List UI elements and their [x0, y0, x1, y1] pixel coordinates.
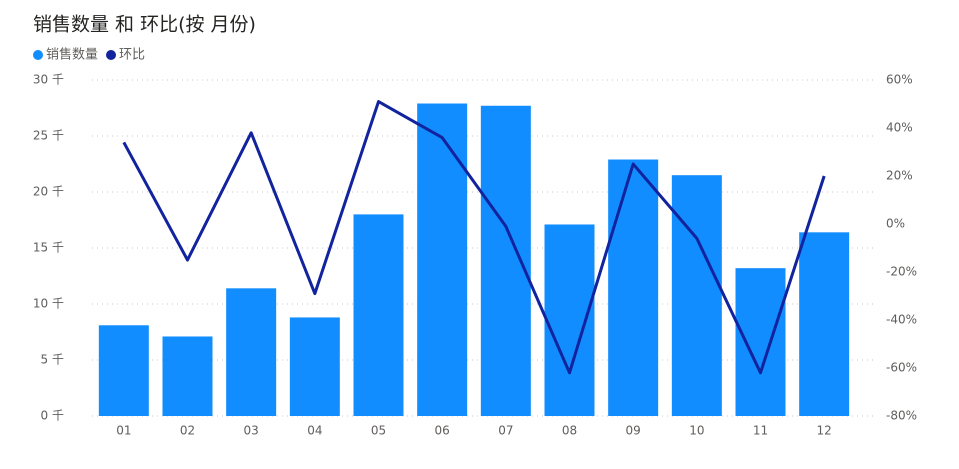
x-tick-label: 03 [244, 424, 259, 438]
chart-title: 销售数量 和 环比(按 月份) [33, 14, 256, 36]
y2-tick-label: -60% [886, 361, 917, 375]
x-tick-label: 05 [371, 424, 386, 438]
y2-tick-label: -40% [886, 313, 917, 327]
y-tick-label: 0 千 [41, 409, 64, 423]
x-tick-label: 12 [817, 424, 832, 438]
x-tick-label: 06 [435, 424, 450, 438]
y2-tick-label: 20% [886, 169, 913, 183]
x-tick-label: 11 [753, 424, 768, 438]
x-tick-label: 02 [180, 424, 195, 438]
line [122, 100, 826, 375]
x-tick-label: 04 [307, 424, 322, 438]
bar [417, 103, 468, 417]
y2-tick-label: -80% [886, 409, 917, 423]
bar [799, 232, 850, 416]
bar [608, 159, 659, 416]
bar [98, 325, 149, 416]
bar [480, 105, 531, 416]
y-tick-label: 30 千 [33, 73, 64, 87]
legend-label: 销售数量 [46, 47, 98, 63]
x-tick-label: 10 [689, 424, 704, 438]
y-tick-label: 25 千 [33, 129, 64, 143]
y-tick-label: 5 千 [41, 353, 64, 367]
y2-tick-label: -20% [886, 265, 917, 279]
bar [226, 288, 277, 416]
x-tick-label: 08 [562, 424, 577, 438]
x-tick-label: 07 [498, 424, 513, 438]
y2-tick-label: 40% [886, 121, 913, 135]
x-tick-label: 09 [626, 424, 641, 438]
bar [353, 214, 404, 416]
bar [289, 317, 340, 416]
legend-label: 环比 [119, 48, 145, 63]
y-tick-label: 20 千 [33, 185, 64, 199]
bar [735, 268, 786, 416]
legend-marker [33, 50, 43, 60]
x-tick-label: 01 [116, 424, 131, 438]
bar [671, 175, 722, 416]
bar [162, 336, 213, 416]
legend-marker [106, 50, 117, 60]
y-tick-label: 10 千 [33, 297, 64, 311]
y2-tick-label: 60% [886, 73, 913, 87]
y2-tick-label: 0% [886, 217, 905, 231]
y-tick-label: 15 千 [33, 241, 64, 255]
